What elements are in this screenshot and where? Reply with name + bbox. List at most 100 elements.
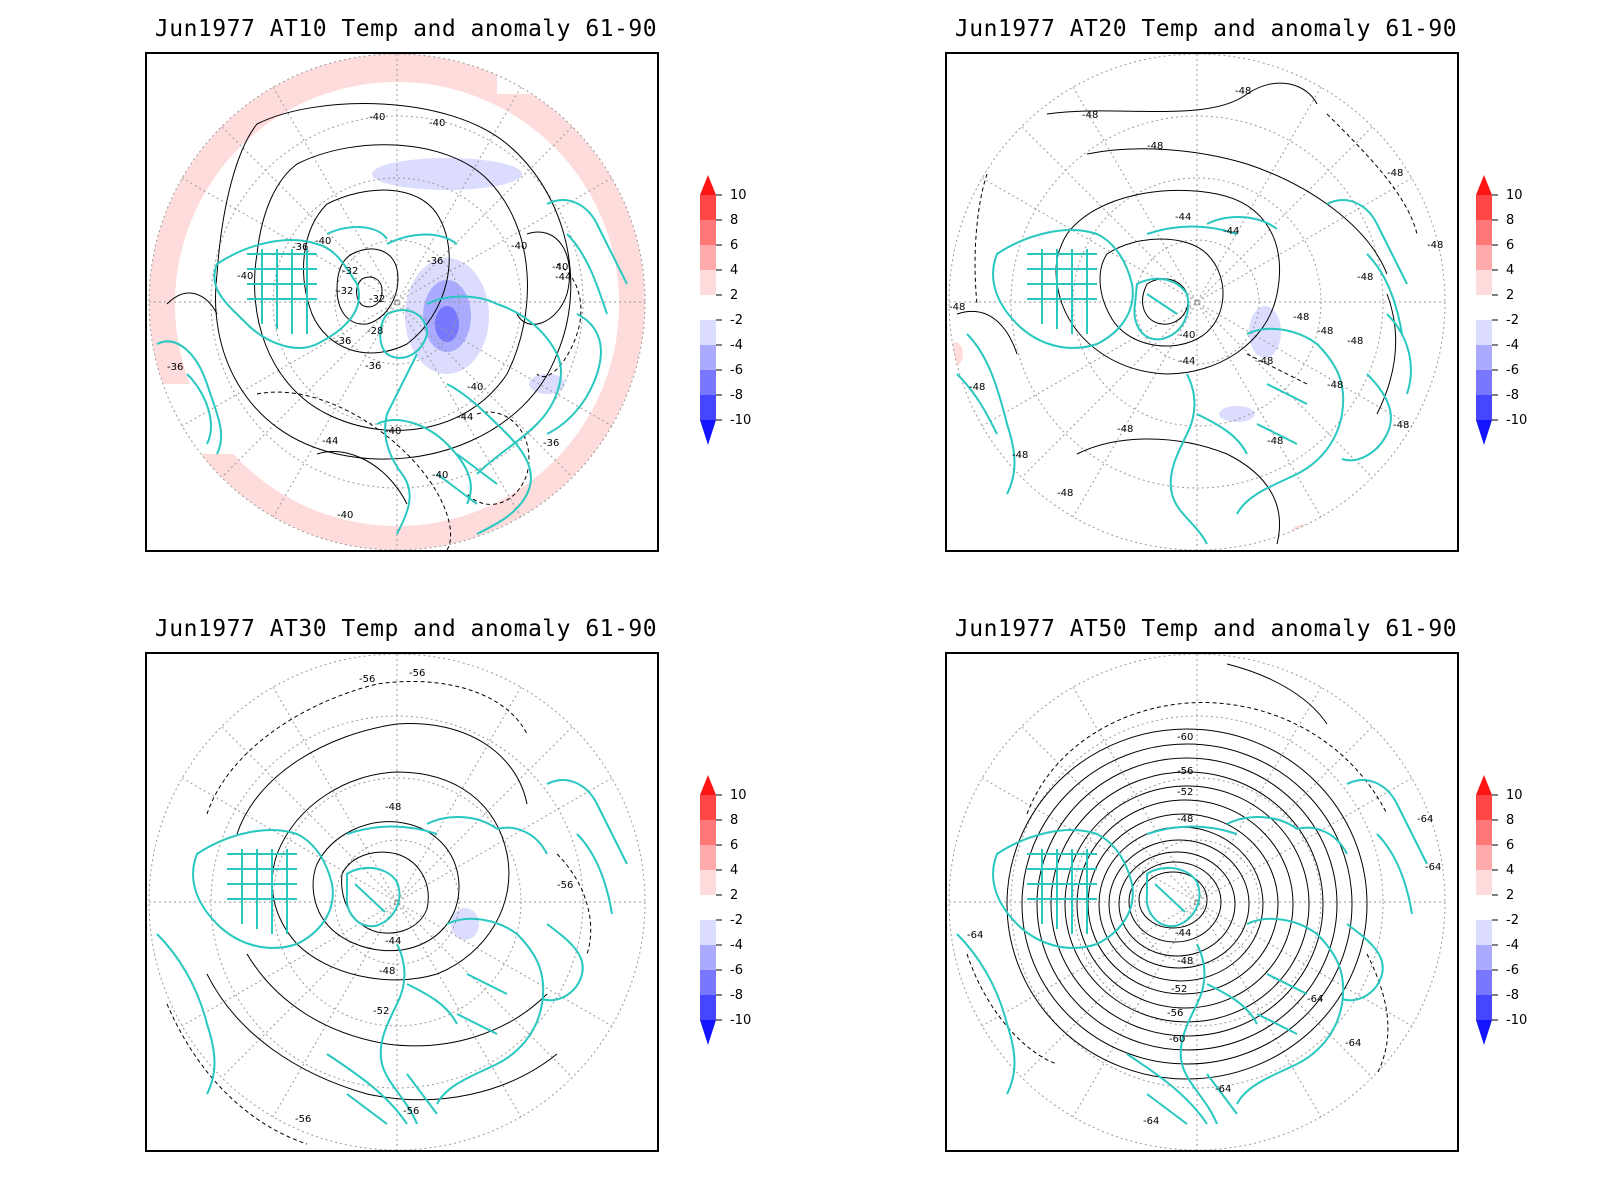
colorbar-label: 10: [730, 188, 747, 203]
colorbar-label: -4: [1506, 338, 1519, 353]
colorbar-label: 6: [730, 238, 739, 253]
contour-label: -64: [1307, 994, 1323, 1005]
anomaly-negative: [1249, 306, 1281, 358]
coastlines: [156, 779, 628, 1125]
contour-label: -36: [292, 242, 308, 253]
colorbar-arrow-max: [700, 775, 716, 795]
panel-at30: Jun1977 AT30 Temp and anomaly 61-90: [0, 600, 800, 1200]
contour-label: -28: [367, 326, 383, 337]
colorbar-arrow-max: [700, 175, 716, 195]
contour-label: -40: [429, 118, 445, 129]
colorbar-label: -2: [730, 313, 743, 328]
contour-label: -48: [1267, 436, 1283, 447]
contour-label: -64: [1143, 1116, 1159, 1127]
colorbar: 10 8 6 4 2 -2 -4 -6 -8 -10: [700, 775, 760, 1065]
colorbar-label: -6: [1506, 963, 1519, 978]
anomaly-negative: [435, 306, 459, 342]
contour-label: -36: [427, 256, 443, 267]
contour-label: -48: [1117, 424, 1133, 435]
contour-label: -48: [1387, 168, 1403, 179]
anomaly-negative: [372, 158, 522, 190]
contour-label: -48: [1327, 380, 1343, 391]
contour-label: -56: [359, 674, 375, 685]
contour-label: -56: [295, 1114, 311, 1125]
colorbar-arrow-min: [1476, 1020, 1492, 1045]
colorbar-arrow-max: [1476, 775, 1492, 795]
colorbar-label: 6: [730, 838, 739, 853]
contour-label: -44: [457, 412, 473, 423]
temperature-contours: [166, 681, 592, 1145]
contour-label: -48: [1317, 326, 1333, 337]
colorbar-label: -8: [730, 388, 743, 403]
graticule: [948, 654, 1446, 1150]
colorbar-label: -2: [1506, 313, 1519, 328]
contour-labels: -56 -56 -48 -56 -44 -48 -52 -56 -56: [295, 668, 573, 1125]
contour-label: -52: [373, 1006, 389, 1017]
colorbar: 10 8 6 4 2 -2 -4 -6 -8 -10: [700, 175, 760, 465]
contour-label: -60: [1177, 732, 1193, 743]
colorbar-label: 8: [1506, 213, 1515, 228]
contour-label: -44: [1175, 928, 1191, 939]
contour-label: -64: [1215, 1084, 1231, 1095]
colorbar-label: 4: [730, 263, 739, 278]
anomaly-negative: [451, 908, 479, 940]
contour-label: -36: [167, 362, 183, 373]
contour-label: -44: [385, 936, 401, 947]
contour-label: -40: [552, 262, 568, 273]
anomaly-white-gap: [149, 384, 237, 454]
colorbar-label: -2: [1506, 913, 1519, 928]
contour-label: -40: [337, 510, 353, 521]
colorbar-arrow-min: [700, 1020, 716, 1045]
contour-label: -56: [403, 1106, 419, 1117]
contour-label: -48: [1057, 488, 1073, 499]
coastlines: [956, 199, 1412, 545]
contour-label: -36: [365, 361, 381, 372]
contour-label: -32: [369, 294, 385, 305]
contour-label: -48: [1147, 141, 1163, 152]
contour-label: -40: [369, 112, 385, 123]
contour-label: -40: [1179, 330, 1195, 341]
polar-map: -40 -40 -36 -40 -40 -32 -32 -36 -40 -40 …: [145, 52, 659, 552]
temperature-contours: [956, 82, 1418, 545]
colorbar-label: -4: [1506, 938, 1519, 953]
contour-label: -56: [1167, 1008, 1183, 1019]
graticule: [948, 54, 1446, 550]
panel-at10: Jun1977 AT10 Temp and anomaly 61-90: [0, 0, 800, 600]
colorbar-label: 4: [1506, 863, 1515, 878]
coastlines: [156, 199, 628, 535]
colorbar-label: 10: [1506, 788, 1523, 803]
colorbar-label: -10: [1506, 1013, 1528, 1028]
anomaly-positive: [1293, 524, 1321, 536]
colorbar-label: -10: [1506, 413, 1528, 428]
contour-label: -40: [315, 236, 331, 247]
contour-label: -48: [1177, 814, 1193, 825]
contour-label: -48: [1347, 336, 1363, 347]
colorbar: 10 8 6 4 2 -2 -4 -6 -8 -10: [1476, 775, 1536, 1065]
colorbar-label: 8: [1506, 813, 1515, 828]
contour-label: -40: [385, 426, 401, 437]
panel-at50: Jun1977 AT50 Temp and anomaly 61-90: [800, 600, 1600, 1200]
contour-label: -44: [322, 436, 338, 447]
contour-label: -32: [342, 266, 358, 277]
colorbar-label: 4: [730, 863, 739, 878]
colorbar-label: -6: [1506, 363, 1519, 378]
colorbar-label: -6: [730, 363, 743, 378]
contour-label: -64: [1345, 1038, 1361, 1049]
contour-labels: -40 -40 -36 -40 -40 -32 -32 -36 -40 -40 …: [167, 112, 571, 521]
contour-label: -48: [949, 302, 965, 313]
contour-label: -64: [1417, 814, 1433, 825]
coastlines: [956, 779, 1428, 1125]
contour-labels: -60 -56 -52 -48 -64 -64 -44 -48 -52 -56 …: [967, 732, 1441, 1127]
contour-label: -32: [337, 286, 353, 297]
contour-label: -64: [967, 930, 983, 941]
contour-label: -64: [1425, 862, 1441, 873]
contour-label: -44: [1179, 356, 1195, 367]
colorbar-label: -8: [1506, 988, 1519, 1003]
colorbar-label: -10: [730, 413, 752, 428]
graticule: [148, 654, 646, 1150]
colorbar-label: 10: [1506, 188, 1523, 203]
anomaly-negative: [1219, 406, 1255, 422]
contour-labels: -48 -48 -48 -48 -44 -44 -48 -48 -48 -40 …: [949, 86, 1443, 499]
contour-label: -48: [1357, 272, 1373, 283]
contour-label: -52: [1171, 984, 1187, 995]
